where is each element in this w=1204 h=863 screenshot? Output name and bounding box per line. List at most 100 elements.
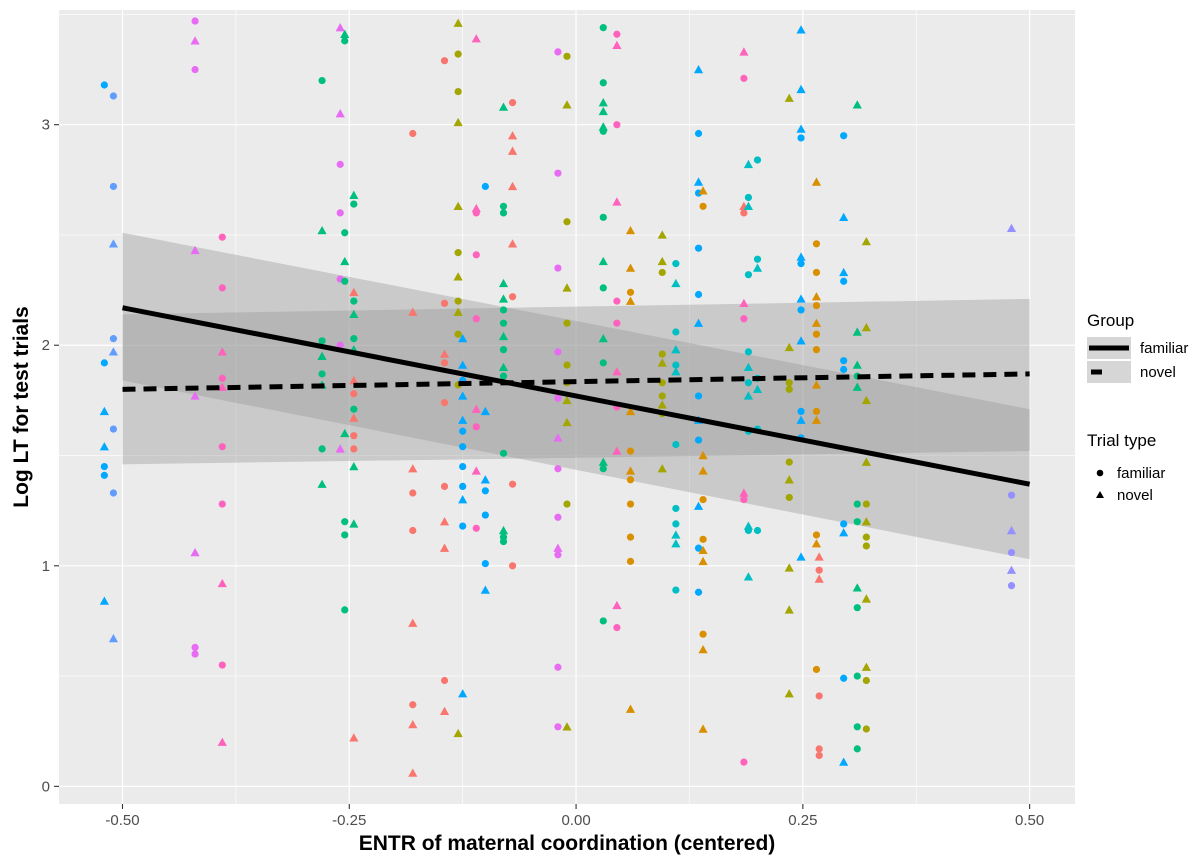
point-circle bbox=[862, 500, 870, 508]
point-triangle bbox=[408, 768, 418, 777]
point-circle bbox=[563, 500, 571, 508]
point-triangle bbox=[784, 475, 794, 484]
point-circle bbox=[812, 240, 821, 248]
point-triangle bbox=[839, 528, 849, 537]
point-circle bbox=[599, 359, 607, 367]
point-triangle bbox=[743, 159, 754, 169]
point-triangle bbox=[752, 384, 763, 394]
point-circle bbox=[563, 52, 571, 60]
point-triangle bbox=[480, 406, 490, 416]
point-circle bbox=[862, 725, 870, 733]
point-circle bbox=[499, 449, 508, 457]
point-triangle bbox=[453, 18, 463, 27]
point-triangle bbox=[349, 375, 359, 385]
point-triangle bbox=[507, 131, 518, 140]
point-circle bbox=[740, 758, 748, 766]
point-triangle bbox=[498, 294, 509, 303]
point-circle bbox=[554, 723, 562, 731]
point-triangle bbox=[657, 256, 667, 266]
point-triangle bbox=[408, 307, 418, 316]
point-triangle bbox=[598, 98, 608, 107]
point-circle bbox=[785, 493, 793, 502]
point-triangle bbox=[408, 618, 418, 627]
point-triangle bbox=[335, 109, 345, 118]
point-circle bbox=[109, 92, 118, 100]
point-triangle bbox=[498, 362, 509, 371]
point-circle bbox=[740, 496, 748, 504]
point-circle bbox=[454, 249, 462, 257]
point-triangle bbox=[498, 102, 509, 111]
point-triangle bbox=[861, 594, 871, 603]
point-circle bbox=[318, 445, 326, 453]
point-triangle bbox=[349, 733, 359, 742]
point-circle bbox=[744, 271, 753, 279]
point-triangle bbox=[453, 201, 463, 210]
point-circle bbox=[815, 566, 823, 574]
point-triangle bbox=[625, 466, 636, 475]
point-circle bbox=[409, 489, 417, 497]
point-circle bbox=[440, 676, 449, 685]
point-triangle bbox=[698, 186, 708, 195]
point-triangle bbox=[458, 495, 468, 504]
point-circle bbox=[626, 476, 635, 484]
point-triangle bbox=[453, 307, 463, 316]
point-circle bbox=[481, 182, 489, 191]
point-circle bbox=[100, 462, 108, 471]
point-triangle bbox=[743, 521, 754, 530]
point-circle bbox=[499, 306, 508, 314]
point-triangle bbox=[562, 100, 572, 109]
point-circle bbox=[812, 531, 821, 539]
point-triangle bbox=[408, 720, 418, 729]
point-triangle bbox=[739, 488, 749, 497]
point-circle bbox=[440, 398, 449, 407]
point-triangle bbox=[612, 446, 622, 455]
point-triangle bbox=[335, 444, 345, 453]
point-triangle bbox=[498, 331, 509, 341]
point-circle bbox=[554, 169, 562, 177]
point-triangle bbox=[698, 466, 708, 475]
point-triangle bbox=[439, 517, 450, 526]
point-circle bbox=[440, 482, 449, 490]
point-circle bbox=[472, 209, 480, 217]
point-circle bbox=[341, 229, 349, 237]
point-circle bbox=[481, 511, 489, 519]
point-circle bbox=[853, 604, 861, 612]
point-triangle bbox=[698, 724, 708, 733]
point-triangle bbox=[671, 530, 681, 539]
point-circle bbox=[840, 277, 848, 285]
point-circle bbox=[599, 617, 607, 625]
point-triangle bbox=[861, 323, 871, 332]
point-triangle bbox=[190, 36, 200, 45]
point-circle bbox=[744, 379, 753, 387]
point-circle bbox=[753, 156, 762, 164]
point-circle bbox=[563, 218, 571, 226]
point-triangle bbox=[349, 413, 359, 422]
point-circle bbox=[409, 526, 417, 535]
point-circle bbox=[459, 443, 467, 451]
point-circle bbox=[797, 260, 805, 268]
point-circle bbox=[554, 348, 562, 356]
point-triangle bbox=[498, 525, 509, 535]
point-triangle bbox=[796, 552, 806, 561]
legend-label-trial-novel: novel bbox=[1117, 487, 1153, 504]
point-triangle bbox=[553, 433, 563, 442]
point-triangle bbox=[811, 177, 822, 186]
point-triangle bbox=[498, 278, 509, 288]
point-triangle bbox=[671, 367, 681, 376]
point-circle bbox=[815, 751, 823, 760]
point-circle bbox=[862, 542, 870, 550]
point-triangle bbox=[612, 40, 622, 49]
point-circle bbox=[815, 692, 823, 700]
point-triangle bbox=[507, 239, 518, 248]
y-tick-label: 3 bbox=[42, 117, 50, 134]
point-circle bbox=[341, 606, 349, 614]
point-circle bbox=[672, 520, 680, 528]
legend: Group familiar novel Trial type familiar nove… bbox=[1087, 311, 1188, 504]
point-triangle bbox=[811, 292, 822, 301]
point-triangle bbox=[743, 391, 754, 400]
point-triangle bbox=[612, 197, 622, 206]
point-triangle bbox=[1006, 565, 1017, 574]
point-circle bbox=[350, 432, 358, 440]
point-triangle bbox=[671, 539, 681, 548]
